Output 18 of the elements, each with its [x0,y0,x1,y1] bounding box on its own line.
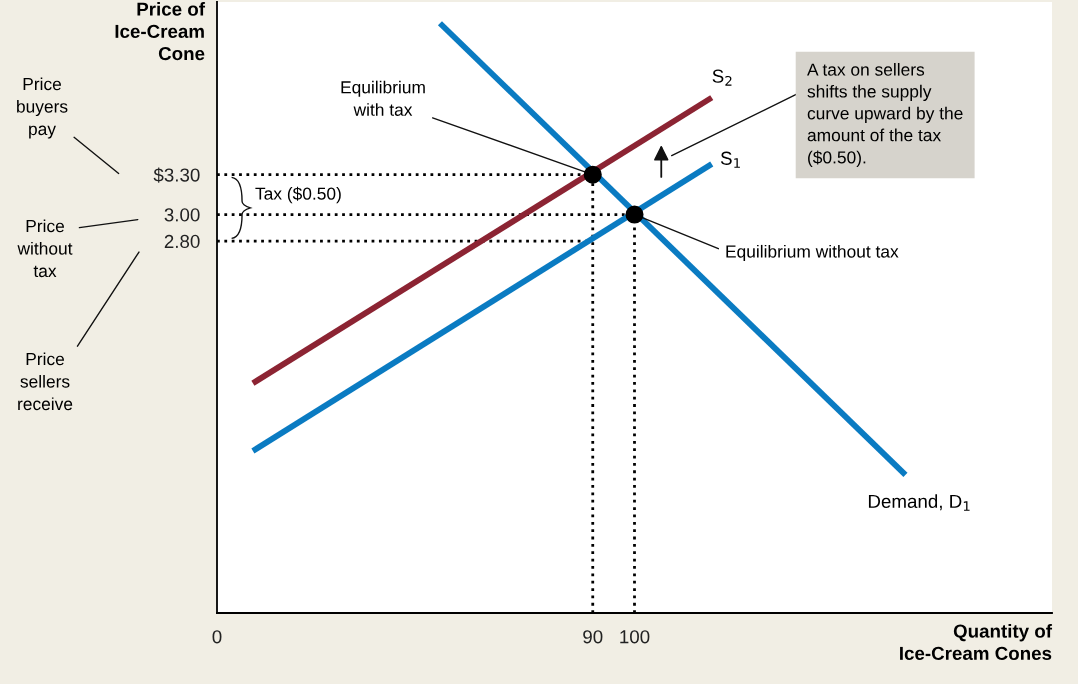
text: Price buyers pay [17,77,68,139]
y-tick-label: $3.30 [153,167,200,183]
y-axis-title: Price of Ice-Cream Cone [115,2,206,61]
y-tick-label: 2.80 [164,234,200,249]
y-tick-label: 3.00 [164,208,200,222]
text: Price without tax [17,219,73,278]
x-tick-label: 100 [620,630,650,644]
series-label: S$_{1}$ [720,151,740,168]
annotation: Equilibrium with tax [341,80,425,116]
series-label: S$_{2}$ [712,69,732,86]
annotation: Tax ($0.50) [255,186,341,204]
text: Price sellers receive [18,352,73,411]
annotation: A tax on sellers shifts the supply curve upward by the amount of the tax ($0.50). [807,63,963,167]
x-tick-label: 0 [212,630,222,644]
x-axis-title: Quantity of Ice-Cream Cones [900,624,1053,661]
series-label: Demand, D$_{1}$ [868,494,970,511]
x-tick-label: 90 [583,630,603,644]
annotation: Equilibrium without tax [726,244,899,262]
